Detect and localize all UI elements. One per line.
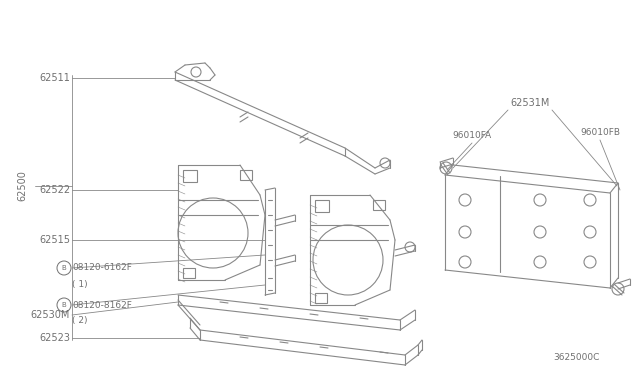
Bar [183,268,195,278]
Text: 62500: 62500 [17,171,27,201]
Text: 08120-8162F: 08120-8162F [72,301,132,310]
Text: 62530M: 62530M [31,310,70,320]
Text: 62523: 62523 [39,333,70,343]
Bar [315,293,327,303]
Text: 62511: 62511 [39,73,70,83]
Text: 62531M: 62531M [510,98,550,108]
Text: B: B [61,265,67,271]
Text: 08120-6162F: 08120-6162F [72,263,132,273]
Text: 62515: 62515 [39,235,70,245]
Text: 62522: 62522 [39,185,70,195]
Bar [315,200,329,212]
Bar [240,170,252,180]
Text: 3625000C: 3625000C [554,353,600,362]
Text: 96010FA: 96010FA [452,131,492,140]
Text: B: B [61,302,67,308]
Text: ( 2): ( 2) [72,317,88,326]
Text: ( 1): ( 1) [72,279,88,289]
Bar [183,170,197,182]
Text: 96010FB: 96010FB [580,128,620,137]
Bar [373,200,385,210]
